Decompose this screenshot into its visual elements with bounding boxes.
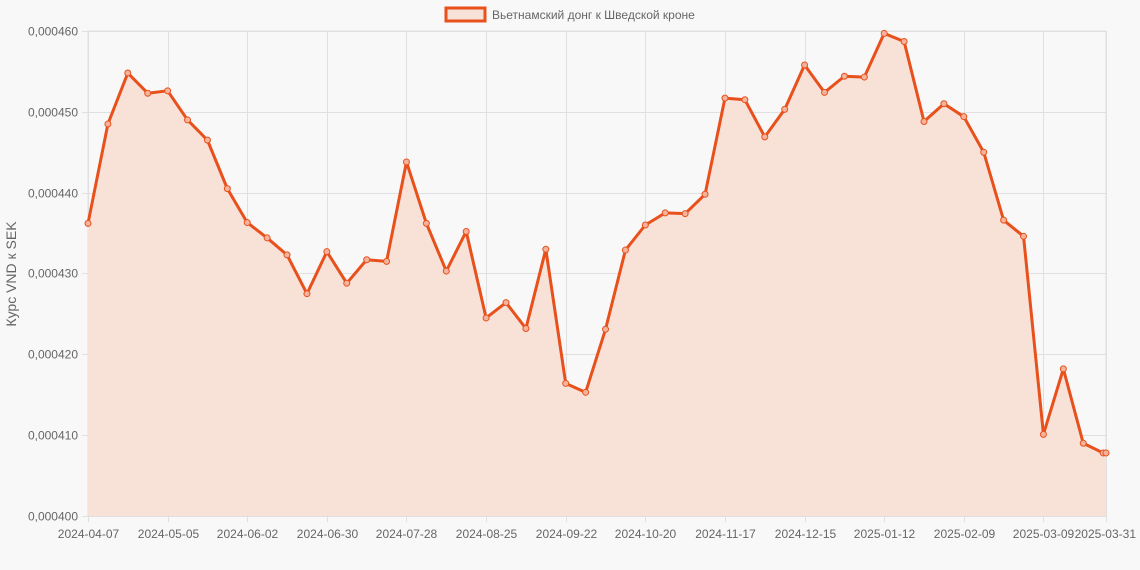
x-tick-label: 2024-08-25	[456, 527, 518, 541]
x-tick-label: 2024-09-22	[536, 527, 598, 541]
data-point	[323, 248, 331, 256]
x-tick-label: 2024-12-15	[775, 527, 837, 541]
x-tick-label: 2024-05-05	[138, 527, 200, 541]
data-point	[164, 87, 172, 95]
y-tick-label: 0,000460	[28, 25, 78, 39]
legend-label[interactable]: Вьетнамский донг к Шведской кроне	[492, 8, 695, 22]
data-point	[701, 190, 709, 198]
data-point	[263, 234, 271, 242]
area-fill	[88, 33, 1106, 517]
data-point	[1059, 365, 1067, 373]
data-point	[124, 69, 132, 77]
data-point	[860, 73, 868, 81]
data-point	[522, 324, 530, 332]
x-tick-label: 2025-03-09	[1013, 527, 1075, 541]
data-points	[84, 29, 1110, 457]
data-point	[84, 219, 92, 227]
data-point	[781, 105, 789, 113]
y-axis-ticks: 0,000400 0,000410 0,000420 0,000430 0,000440…	[28, 25, 78, 524]
data-point	[1000, 216, 1008, 224]
data-point	[900, 38, 908, 46]
data-point	[363, 256, 371, 264]
y-tick-label: 0,000400	[28, 510, 78, 524]
data-point	[502, 299, 510, 307]
data-point	[820, 88, 828, 96]
x-tick-label: 2024-07-28	[376, 527, 438, 541]
x-tick-label: 2024-04-07	[58, 527, 120, 541]
data-point	[721, 94, 729, 102]
data-point	[283, 251, 291, 259]
x-tick-label: 2025-02-09	[934, 527, 996, 541]
x-tick-label: 2024-10-20	[615, 527, 677, 541]
x-tick-label: 2025-03-31	[1075, 527, 1137, 541]
x-tick-label: 2025-01-12	[854, 527, 916, 541]
y-tick-label: 0,000450	[28, 106, 78, 120]
data-point	[422, 219, 430, 227]
data-point	[681, 210, 689, 218]
data-point	[223, 185, 231, 193]
y-axis-title: Курс VND к SEK	[3, 221, 19, 327]
legend[interactable]: Вьетнамский донг к Шведской кроне	[444, 6, 695, 23]
data-point	[602, 325, 610, 333]
data-point	[343, 279, 351, 287]
y-tick-label: 0,000440	[28, 187, 78, 201]
data-point	[840, 72, 848, 80]
data-point	[960, 113, 968, 121]
data-point	[621, 246, 629, 254]
data-point	[1020, 232, 1028, 240]
data-point	[661, 209, 669, 217]
data-point	[562, 379, 570, 387]
x-tick-label: 2024-06-30	[297, 527, 359, 541]
data-point	[144, 89, 152, 97]
y-tick-label: 0,000410	[28, 429, 78, 443]
data-point	[1079, 439, 1087, 447]
legend-swatch[interactable]	[444, 6, 487, 23]
data-point	[402, 158, 410, 166]
x-tick-label: 2024-11-17	[695, 527, 756, 541]
data-point	[482, 314, 490, 322]
y-tick-label: 0,000430	[28, 267, 78, 281]
data-point	[1102, 449, 1110, 457]
data-point	[801, 61, 809, 69]
data-point	[761, 133, 769, 141]
data-point	[203, 136, 211, 144]
data-point	[920, 118, 928, 126]
series-area	[88, 33, 1106, 517]
y-tick-label: 0,000420	[28, 348, 78, 362]
data-point	[880, 29, 888, 37]
data-point	[980, 148, 988, 156]
data-point	[243, 219, 251, 227]
data-point	[442, 267, 450, 275]
data-point	[383, 257, 391, 265]
data-point	[1039, 430, 1047, 438]
data-point	[542, 245, 550, 253]
data-point	[184, 116, 192, 124]
data-point	[940, 100, 948, 108]
data-point	[641, 221, 649, 229]
data-point	[462, 227, 470, 235]
data-point	[741, 96, 749, 104]
x-tick-label: 2024-06-02	[217, 527, 279, 541]
data-point	[582, 388, 590, 396]
x-axis-ticks: 2024-04-07 2024-05-05 2024-06-02 2024-06-30…	[58, 527, 1137, 541]
data-point	[303, 290, 311, 298]
data-point	[104, 120, 112, 128]
